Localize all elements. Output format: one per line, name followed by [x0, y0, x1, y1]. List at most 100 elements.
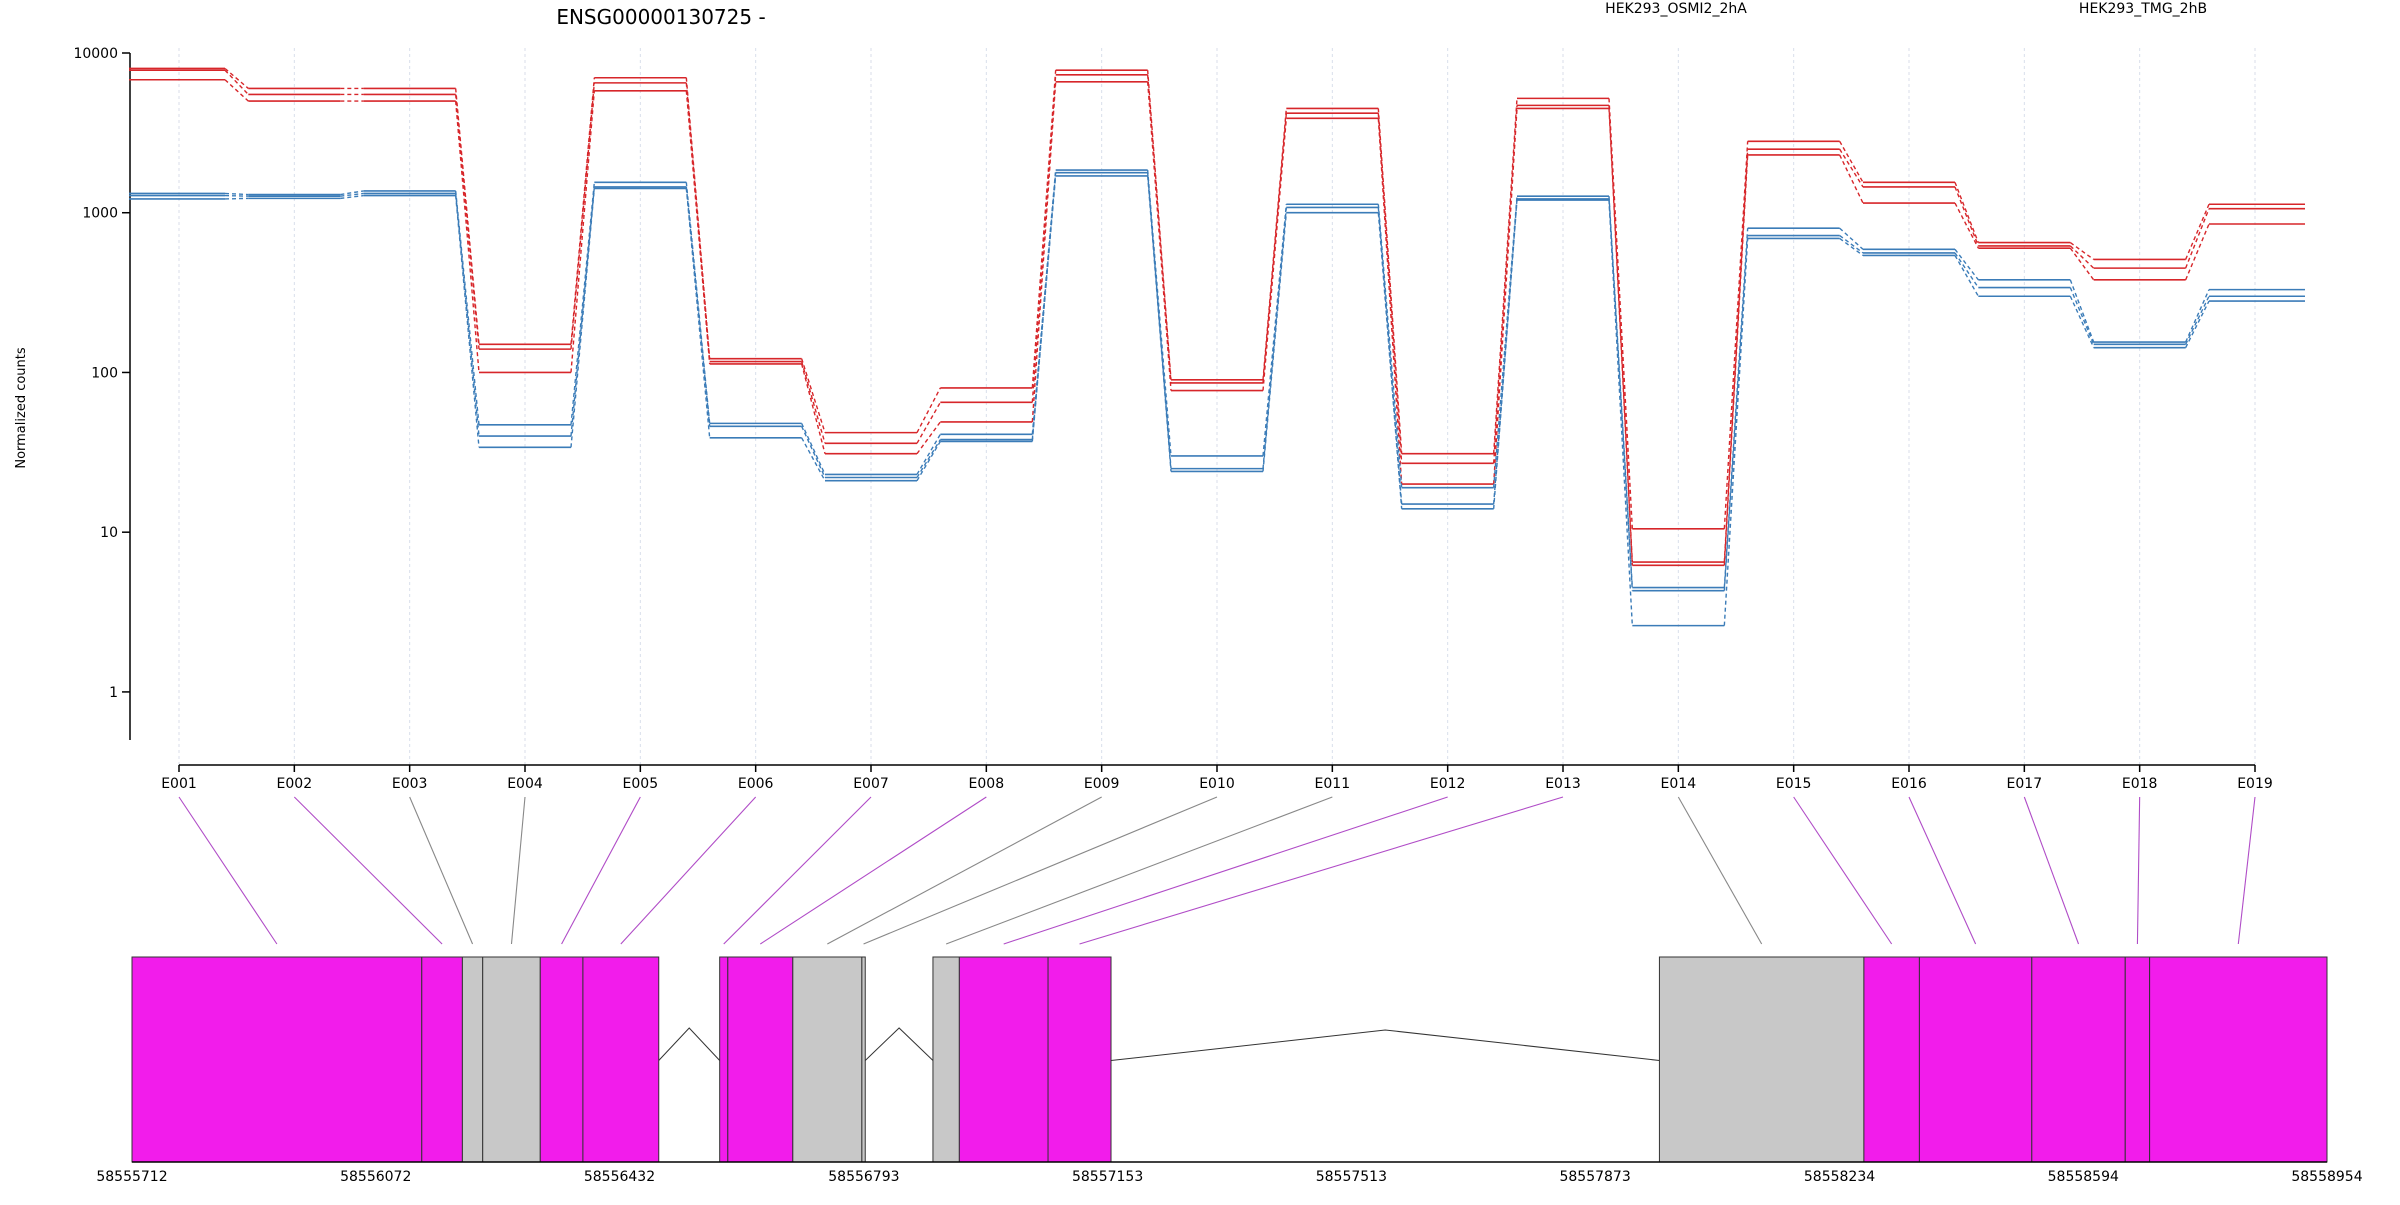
exon-e008 [727, 956, 794, 1163]
connector-e001 [224, 79, 249, 102]
series-hek293_osmi2_2ha-sample-1 [129, 67, 2305, 530]
intron-2 [864, 1027, 934, 1061]
y-tick-label-1: 1 [109, 685, 118, 701]
connector-e017 [2069, 295, 2095, 348]
y-tick-label-100: 100 [91, 365, 118, 381]
series-hek293_tmg_2hb-sample-1 [129, 169, 2305, 589]
connector-e008 [1031, 70, 1057, 388]
connector-e012 [1492, 200, 1518, 509]
series-hek293_tmg_2hb-sample-3 [129, 175, 2305, 627]
connector-e005 [561, 796, 641, 945]
x-tick-label-e001: E001 [161, 776, 197, 792]
connector-e014 [1723, 238, 1749, 626]
connector-e006 [620, 796, 757, 945]
connector-e017 [2069, 245, 2095, 269]
gridlines [178, 48, 2256, 765]
connector-e013 [1608, 196, 1634, 588]
connector-e003 [409, 796, 474, 945]
exon-e002 [421, 956, 463, 1163]
exon-connectors [178, 796, 2256, 945]
x-tick-label-e010: E010 [1199, 776, 1235, 792]
connector-e006 [801, 423, 826, 475]
intron-1 [658, 1027, 721, 1061]
connector-e011 [1377, 113, 1403, 464]
exon-e014 [1658, 956, 1865, 1163]
connector-e014 [1723, 141, 1749, 529]
connector-e001 [224, 197, 249, 200]
x-tick-label-e007: E007 [853, 776, 889, 792]
connector-e010 [863, 796, 1218, 945]
connector-e006 [801, 437, 826, 482]
connector-e006 [800, 361, 826, 444]
connector-e013 [1608, 108, 1634, 566]
connector-e013 [1608, 200, 1634, 626]
connector-e009 [827, 796, 1102, 945]
x-tick-label-e014: E014 [1661, 776, 1697, 792]
y-tick-label-10000: 10000 [73, 46, 118, 62]
connector-e009 [1146, 172, 1172, 469]
connector-e018 [2185, 295, 2210, 345]
y-tick-label-1000: 1000 [82, 206, 118, 222]
y-axis-label: Normalized counts [14, 347, 29, 469]
connector-e010 [1262, 118, 1288, 391]
chart-title: ENSG00000130725 - [556, 5, 765, 29]
gene-tick-label-8: 58558594 [2048, 1169, 2119, 1185]
y-tick-label-10: 10 [100, 525, 118, 541]
connector-e003 [454, 94, 480, 350]
connector-e010 [1262, 204, 1288, 457]
exon-e019 [2149, 956, 2328, 1163]
connector-e011 [1377, 204, 1403, 488]
connector-e018 [2185, 208, 2210, 269]
legend-entry-tmg: HEK293_TMG_2hB [2079, 1, 2207, 17]
exon-e006 [582, 956, 660, 1163]
x-tick-label-e013: E013 [1545, 776, 1581, 792]
x-tick-label-e015: E015 [1776, 776, 1812, 792]
gene-tick-label-1: 58556072 [340, 1169, 411, 1185]
connector-e008 [1031, 81, 1057, 422]
connector-e014 [1723, 154, 1749, 566]
connector-e006 [801, 426, 826, 478]
x-tick-label-e017: E017 [2007, 776, 2043, 792]
connector-e007 [916, 441, 941, 482]
exon-e010 [861, 956, 866, 1163]
connector-e002 [293, 796, 443, 945]
connector-e018 [2136, 796, 2141, 945]
connector-e007 [916, 421, 941, 455]
connector-e018 [2185, 203, 2210, 260]
x-tick-label-e012: E012 [1430, 776, 1466, 792]
series-hek293_osmi2_2ha-sample-3 [129, 78, 2305, 567]
exon-e001 [131, 956, 423, 1163]
exon-e007 [719, 956, 729, 1163]
exon-e005 [539, 956, 584, 1163]
connector-e015 [1839, 154, 1864, 204]
connector-e009 [1146, 175, 1172, 472]
connector-e010 [1262, 207, 1288, 469]
connector-e004 [510, 796, 526, 945]
connector-e018 [2185, 289, 2210, 343]
x-tick-label-e008: E008 [969, 776, 1005, 792]
connector-e005 [685, 186, 711, 427]
connector-e015 [1839, 227, 1864, 250]
connector-e013 [1079, 796, 1564, 945]
exon-e009 [792, 956, 863, 1163]
x-tick-label-e002: E002 [277, 776, 313, 792]
connector-e004 [570, 82, 596, 350]
connector-e010 [1262, 108, 1288, 380]
x-tick-label-e004: E004 [507, 776, 543, 792]
connector-e017 [2069, 247, 2095, 281]
connector-e016 [1954, 186, 1979, 247]
exon-e013 [1047, 956, 1112, 1163]
series-lines [129, 67, 2305, 627]
exon-e012 [958, 956, 1049, 1163]
connector-e011 [945, 796, 1333, 945]
connector-e015 [1839, 234, 1864, 254]
gene-tick-label-9: 58558954 [2291, 1169, 2362, 1185]
connector-e007 [916, 433, 941, 475]
connector-e017 [2023, 796, 2080, 945]
exon-e003 [461, 956, 484, 1163]
connector-e016 [1954, 252, 1979, 288]
connector-e005 [685, 182, 711, 424]
connector-e012 [1492, 98, 1518, 454]
connector-e010 [1262, 212, 1288, 472]
